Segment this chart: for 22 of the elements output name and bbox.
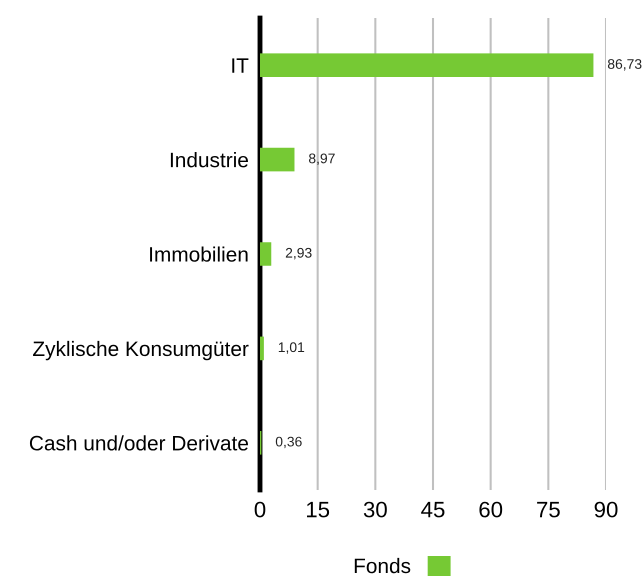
text: 2,93 (286, 248, 312, 260)
x-tick-label: 30 (364, 502, 387, 518)
bar (260, 242, 272, 266)
x-tick-label: 60 (479, 502, 502, 518)
x-tick-label: 0 (254, 502, 266, 518)
y-tick-label: Cash und/oder Derivate (30, 435, 248, 451)
text: 86,73 (608, 59, 642, 71)
y-tick-label: Immobilien (150, 246, 248, 262)
legend-label: Fonds (354, 558, 410, 574)
text: 1,01 (278, 342, 304, 354)
text: 0,36 (276, 436, 302, 448)
x-tick-label: 45 (421, 502, 444, 518)
text: 8,97 (308, 153, 335, 165)
x-tick-label: 15 (307, 502, 330, 518)
x-tick-label: 75 (537, 502, 560, 518)
bar (260, 148, 294, 172)
y-tick-label: Industrie (170, 152, 248, 168)
y-tick-label: Zyklische Konsumgüter (33, 340, 249, 360)
x-tick-label: 90 (594, 502, 618, 518)
y-tick-label: IT (232, 58, 248, 73)
bar (260, 336, 264, 360)
bar (260, 53, 594, 77)
